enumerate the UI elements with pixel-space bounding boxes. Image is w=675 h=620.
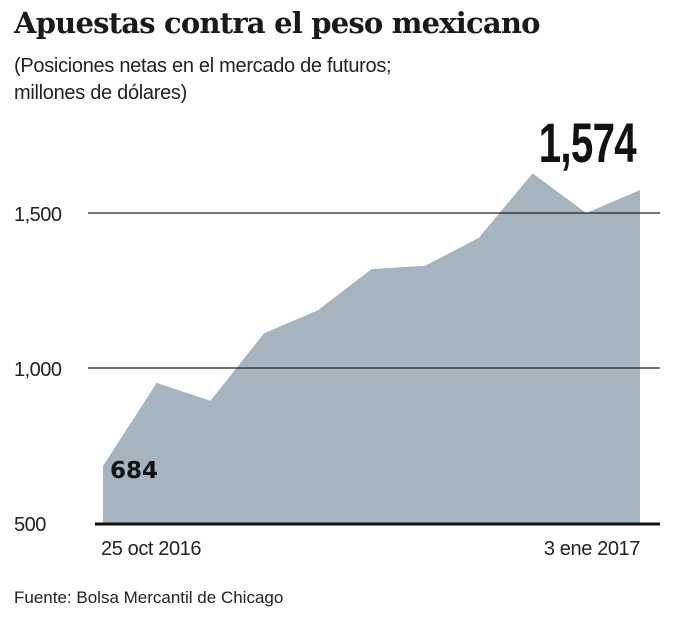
source-note: Fuente: Bolsa Mercantil de Chicago [14, 588, 284, 607]
y-tick-label: 500 [14, 514, 46, 536]
data-label-first: 684 [110, 458, 158, 484]
area-chart: 500 1,000 1,500 25 oct 2016 3 ene 2017 684 1,5… [14, 113, 660, 560]
y-tick-label: 1,500 [14, 204, 62, 226]
chart-subtitle-line-2: millones de dólares) [14, 82, 187, 104]
area-series [103, 173, 640, 523]
chart-subtitle-line-1: (Posiciones netas en el mercado de futur… [14, 55, 392, 77]
y-tick-label: 1,000 [14, 359, 62, 381]
x-tick-label: 3 ene 2017 [544, 538, 640, 560]
x-tick-label: 25 oct 2016 [101, 538, 201, 560]
data-label-last: 1,574 [539, 113, 637, 175]
chart-title: Apuestas contra el peso mexicano [14, 6, 540, 40]
